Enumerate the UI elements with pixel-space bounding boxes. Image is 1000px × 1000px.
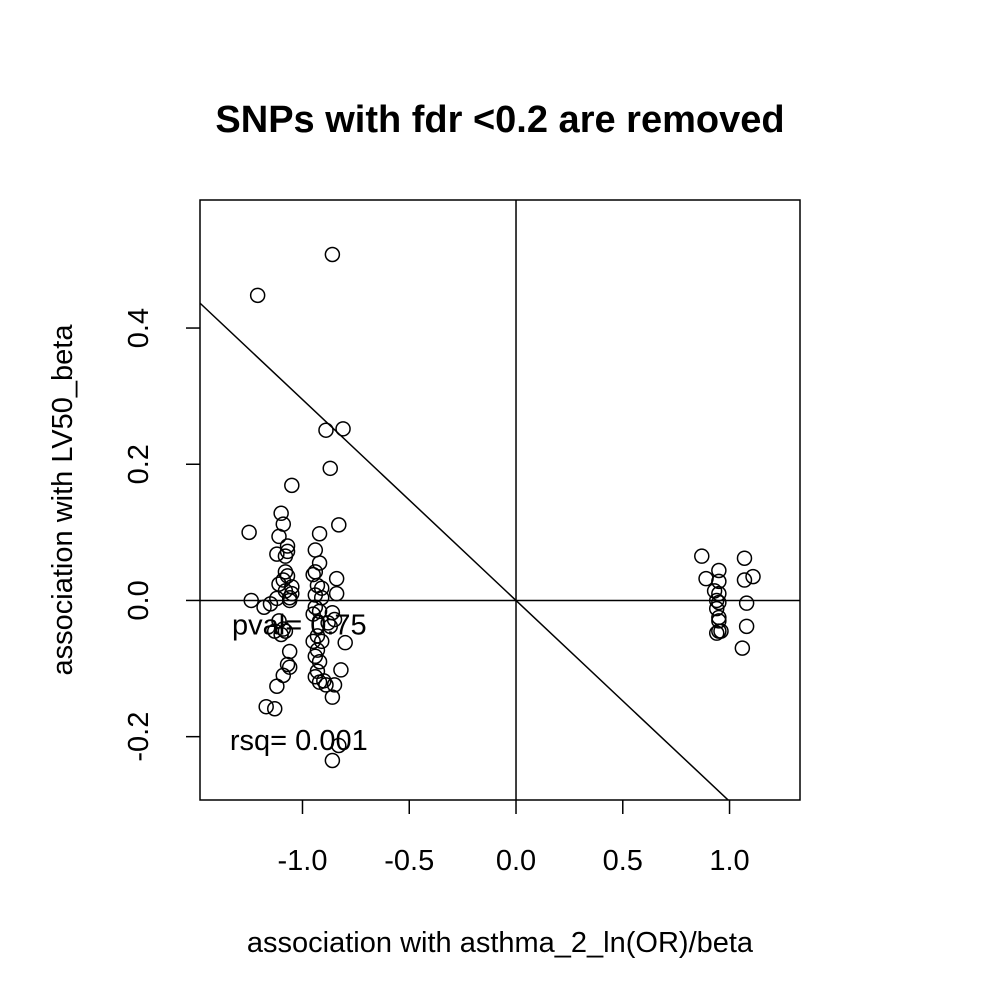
data-point [328, 585, 345, 602]
data-point [694, 548, 710, 564]
data-point [281, 592, 298, 609]
data-point [269, 546, 285, 562]
rsq-annotation: rsq= 0.001 [230, 725, 368, 757]
data-point [711, 562, 727, 579]
data-point [736, 572, 753, 588]
data-point [243, 592, 259, 609]
data-point [337, 634, 353, 651]
data-point [711, 594, 727, 611]
data-point [738, 618, 755, 635]
data-point [322, 460, 338, 477]
data-point [322, 618, 338, 635]
data-point [734, 640, 751, 656]
data-point [698, 570, 714, 587]
x-tick-label: 0.0 [496, 845, 536, 877]
x-tick-label: -1.0 [277, 845, 327, 877]
data-point [307, 599, 324, 616]
data-point [711, 613, 727, 629]
data-point [318, 422, 334, 438]
data-point [269, 678, 285, 695]
y-tick-label: 0.0 [123, 580, 155, 620]
data-point [711, 573, 727, 590]
chart-title: SNPs with fdr <0.2 are removed [215, 99, 784, 141]
data-point [279, 538, 296, 554]
data-point [738, 595, 755, 611]
data-point [307, 542, 324, 558]
regression-line [200, 302, 730, 800]
data-point [333, 662, 349, 678]
data-point [266, 700, 283, 717]
data-point [711, 609, 727, 626]
data-point [258, 698, 274, 715]
data-point [711, 585, 727, 602]
data-point [307, 648, 324, 665]
y-tick-label: -0.2 [123, 712, 155, 762]
data-point [311, 525, 328, 542]
data-point [311, 555, 328, 571]
data-point [328, 570, 345, 587]
data-point [335, 421, 351, 437]
data-point [320, 615, 336, 631]
data-point [277, 548, 294, 564]
x-tick-label: 0.5 [603, 845, 643, 877]
data-point [273, 505, 289, 522]
data-point [284, 477, 300, 494]
data-point [279, 568, 296, 584]
data-point [277, 623, 294, 639]
data-point [324, 246, 341, 263]
data-point [241, 524, 257, 541]
data-point [708, 625, 725, 641]
data-point [256, 599, 272, 616]
data-point [331, 517, 347, 533]
data-point [326, 677, 343, 693]
data-point [745, 568, 761, 585]
y-tick-label: 0.2 [123, 444, 155, 484]
data-point [249, 287, 266, 304]
data-point [281, 643, 298, 660]
pval-annotation: pval= 0.75 [232, 609, 367, 641]
data-point [309, 642, 326, 658]
data-point [708, 600, 725, 617]
data-point [271, 528, 287, 545]
data-point [273, 626, 289, 643]
data-point [307, 668, 324, 685]
y-axis-label: association with LV50_beta [47, 324, 79, 676]
data-point [313, 633, 330, 650]
data-point [305, 606, 321, 622]
data-point [324, 689, 341, 705]
x-tick-label: 1.0 [709, 845, 749, 877]
data-point [279, 656, 296, 673]
data-point [331, 737, 347, 754]
plot-area: pval= 0.75 rsq= 0.001 -1.0 -0.5 0.0 0.5 1.0 -0.… [123, 199, 801, 877]
data-point [708, 592, 725, 609]
x-axis-label: association with asthma_2_ln(OR)/beta [247, 927, 754, 959]
data-point [736, 550, 753, 566]
x-tick-label: -0.5 [384, 845, 434, 877]
data-point [311, 653, 328, 670]
data-point [318, 677, 334, 693]
data-point [305, 633, 321, 650]
data-point [305, 566, 321, 583]
y-tick-label: 0.4 [123, 308, 155, 348]
data-point [324, 752, 341, 769]
plot-frame [199, 199, 801, 801]
